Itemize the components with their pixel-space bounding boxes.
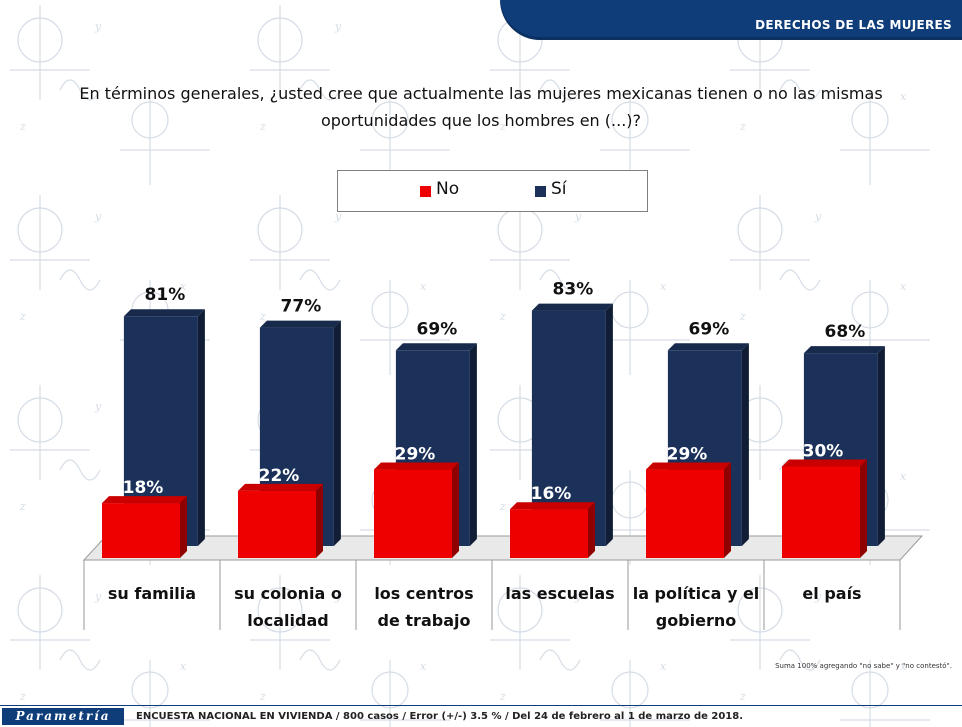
category-label-line: la política y el (632, 584, 760, 603)
bar-no-5-top (782, 459, 867, 467)
bar-no-4-top (646, 462, 731, 470)
bar-no-4-side (724, 462, 731, 558)
bar-si-4-top (667, 343, 749, 351)
section-title: DERECHOS DE LAS MUJERES (755, 18, 952, 32)
bar-si-1-top (259, 320, 341, 328)
bar-no-1-side (316, 483, 323, 558)
data-label-no-0: 18% (123, 478, 164, 498)
category-label-line: las escuelas (505, 584, 615, 603)
header-bar: DERECHOS DE LAS MUJERES (500, 0, 962, 40)
legend-swatch-no (420, 185, 431, 197)
bar-no-0-top (102, 496, 187, 504)
bar-no-5-side (860, 459, 867, 558)
category-label-0: su familia (84, 580, 220, 607)
category-label-line: su colonia o (234, 584, 342, 603)
category-label-line: los centros (374, 584, 474, 603)
data-label-si-4: 69% (689, 319, 730, 339)
bar-no-3-side (588, 502, 595, 558)
footnote: Suma 100% agregando "no sabe" y "no cont… (775, 662, 952, 670)
data-label-no-2: 29% (395, 445, 436, 465)
bar-no-0 (102, 503, 180, 558)
bar-no-3 (510, 509, 588, 558)
bar-si-4-side (741, 343, 749, 546)
category-label-line: el país (802, 584, 862, 603)
bar-si-3-top (531, 303, 613, 311)
survey-question: En términos generales, ¿usted cree que a… (79, 84, 883, 130)
category-label-line: gobierno (655, 611, 737, 630)
legend-item-si: Sí (535, 179, 567, 199)
bar-no-3-top (510, 502, 595, 510)
chart-legend: No Sí (337, 170, 648, 212)
bar-no-4 (646, 469, 724, 558)
data-label-no-1: 22% (259, 466, 300, 486)
bar-si-2-top (395, 343, 477, 351)
bar-si-0-side (197, 309, 205, 546)
legend-label-no: No (436, 179, 460, 199)
category-label-4: la política y el gobierno (628, 580, 764, 634)
bar-si-5-side (877, 346, 885, 546)
data-label-no-4: 29% (667, 445, 708, 465)
category-label-2: los centros de trabajo (356, 580, 492, 634)
legend-swatch-si (535, 185, 546, 197)
data-label-si-3: 83% (553, 280, 594, 300)
bar-si-1-side (333, 320, 341, 546)
data-label-no-3: 16% (531, 484, 572, 504)
bar-no-2-top (374, 462, 459, 470)
category-label-line: de trabajo (377, 611, 471, 630)
survey-info: ENCUESTA NACIONAL EN VIVIENDA / 800 caso… (136, 711, 744, 722)
data-label-no-5: 30% (803, 442, 844, 462)
bar-no-1 (238, 490, 316, 558)
category-label-5: el país (764, 580, 900, 607)
data-label-si-1: 77% (281, 297, 322, 317)
bar-no-1-top (238, 483, 323, 491)
category-label-3: las escuelas (492, 580, 628, 607)
data-label-si-0: 81% (145, 285, 186, 305)
footer-divider (0, 705, 962, 706)
bar-si-3-side (605, 303, 613, 546)
brand-logo: Parametría (2, 708, 124, 725)
data-label-si-5: 68% (825, 322, 866, 342)
category-label-1: su colonia o localidad (220, 580, 356, 634)
bar-no-5 (782, 466, 860, 558)
legend-item-no: No (420, 179, 459, 199)
data-label-si-2: 69% (417, 319, 458, 339)
legend-label-si: Sí (551, 179, 567, 199)
bar-no-2 (374, 469, 452, 558)
bar-si-0-top (123, 309, 205, 317)
bar-si-2-side (469, 343, 477, 546)
category-label-line: su familia (107, 584, 197, 603)
bar-no-2-side (452, 462, 459, 558)
bar-si-5-top (803, 346, 885, 354)
category-label-line: localidad (247, 611, 329, 630)
bar-no-0-side (180, 496, 187, 558)
